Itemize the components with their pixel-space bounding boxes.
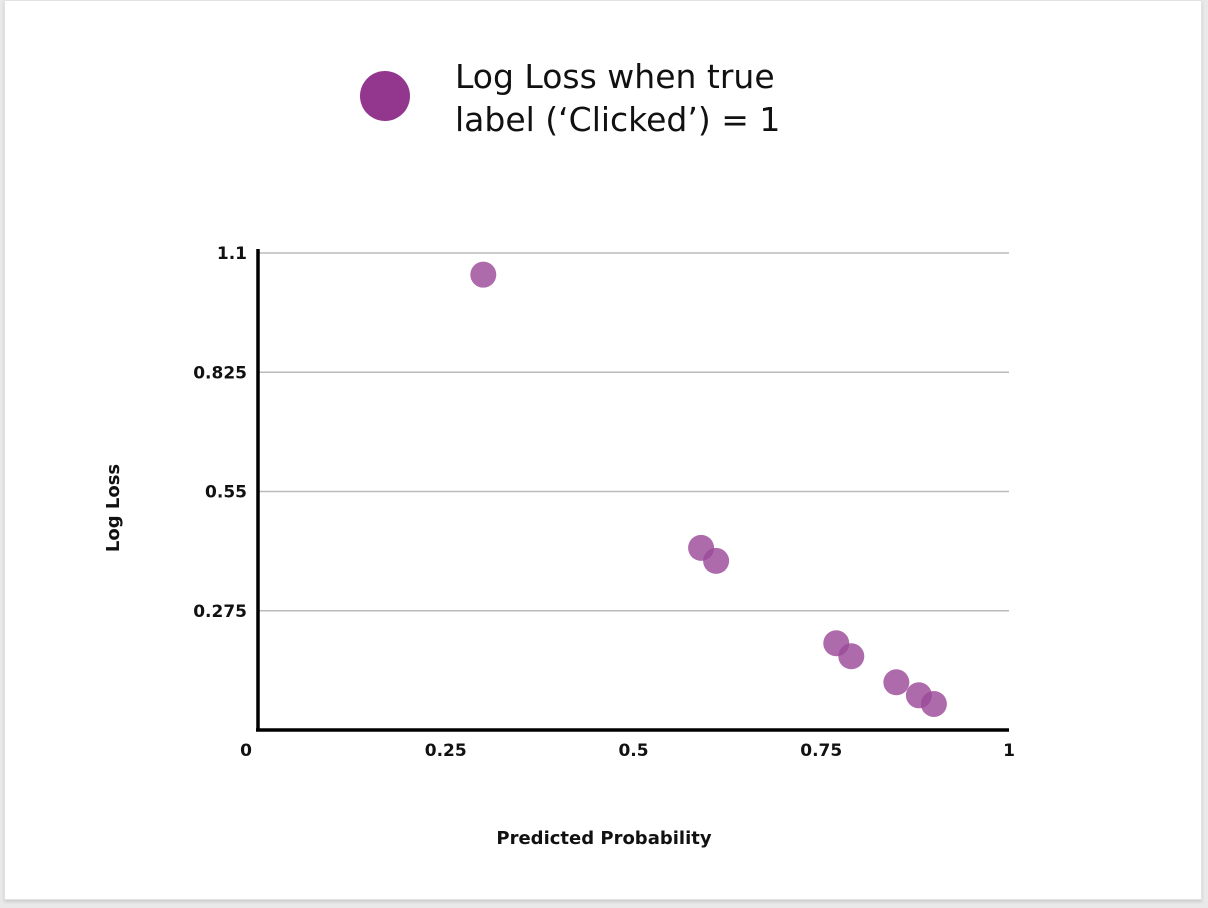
x-axis-title: Predicted Probability	[496, 828, 711, 849]
data-point	[470, 261, 497, 288]
chart-card	[4, 0, 1202, 900]
x-tick-label: 0	[240, 741, 252, 761]
legend-marker	[360, 71, 410, 121]
data-point	[838, 643, 865, 670]
x-tick-label: 0.75	[800, 741, 842, 761]
legend: Log Loss when true label (‘Clicked’) = 1	[360, 57, 780, 139]
legend-label-line2: label (‘Clicked’) = 1	[455, 100, 780, 139]
data-point	[883, 669, 910, 696]
y-tick-label: 0.825	[193, 363, 247, 383]
y-tick-label: 0.55	[205, 483, 247, 503]
y-tick-label: 0.275	[193, 602, 247, 622]
y-tick-labels: 1.1 0.825 0.55 0.275	[193, 244, 247, 622]
y-tick-label: 1.1	[217, 244, 247, 264]
data-point	[703, 547, 730, 574]
gridlines	[258, 252, 1009, 612]
data-point	[920, 690, 947, 717]
x-tick-label: 1	[1003, 741, 1015, 761]
x-tick-label: 0.5	[618, 741, 648, 761]
data-points	[470, 261, 947, 717]
y-axis-title: Log Loss	[103, 464, 124, 552]
x-tick-labels: 0 0.25 0.5 0.75 1	[240, 741, 1015, 761]
legend-label-line1: Log Loss when true	[455, 57, 775, 96]
x-tick-label: 0.25	[425, 741, 467, 761]
